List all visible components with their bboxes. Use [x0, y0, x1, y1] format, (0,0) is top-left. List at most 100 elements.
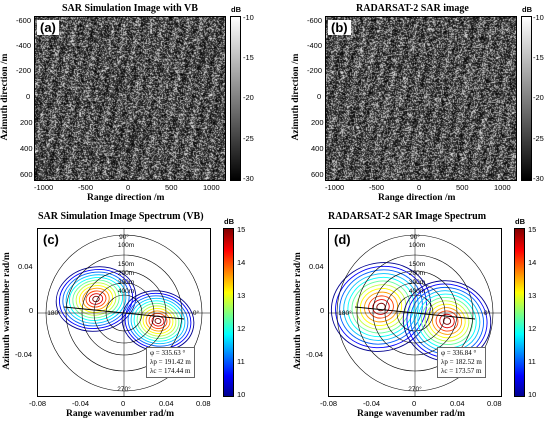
contour-line: [62, 271, 130, 327]
contour-line: [343, 273, 419, 341]
panel-b-xlabel: Range direction /m: [378, 193, 456, 203]
panel-c-ytick: 0: [29, 306, 34, 315]
panel-b-cb-tick: -20: [533, 93, 544, 102]
panel-d-cb-tick: 14: [528, 258, 537, 267]
panel-b-xtick: -500: [369, 183, 385, 192]
direction-line: [63, 306, 185, 320]
panel-a-xtick: 1000: [203, 183, 220, 192]
contour-line: [142, 307, 174, 335]
panel-d-ytick: 0.04: [309, 262, 324, 271]
contour-line: [154, 318, 162, 324]
spectrum-d: 90° 270° 180° 0° 100m 150m 200m 300m 400m: [329, 229, 501, 396]
polar-label-0: 0°: [193, 309, 200, 317]
panel-b-ylabel: Azimuth direction /m: [291, 53, 301, 141]
panel-a-title: SAR Simulation Image with VB: [62, 3, 198, 14]
contour-line: [136, 302, 180, 340]
contour-line: [435, 310, 459, 332]
contour-line: [75, 282, 117, 316]
polar-label-180: 180°: [47, 309, 61, 317]
ring-label: 200m: [118, 270, 134, 277]
panel-c-info: φ = 335.63 ° λp = 191.42 m λc = 174.44 m: [146, 347, 195, 378]
ring-label: 150m: [118, 261, 134, 268]
panel-c-xtick: 0.08: [196, 399, 211, 408]
panel-d-lambda-c: λc = 173.57 m: [441, 367, 482, 375]
panel-b-colorbar: [521, 16, 532, 181]
panel-a-cb-tick: -10: [243, 13, 254, 22]
polar-label-0: 0°: [484, 309, 491, 317]
contour-line: [368, 295, 394, 319]
panel-c-colorbar: [223, 228, 234, 397]
contour-line: [347, 276, 415, 338]
direction-line: [354, 306, 476, 320]
panel-b-title: RADARSAT-2 SAR image: [356, 3, 469, 14]
panel-a-cb-tick: -20: [243, 93, 254, 102]
panel-d-plot: 90° 270° 180° 0° 100m 150m 200m 300m 400m (d) φ …: [328, 228, 502, 397]
polar-label-180: 180°: [338, 309, 352, 317]
ring-label: 200m: [409, 270, 425, 277]
panel-d-cb-tick: 13: [528, 291, 537, 300]
panel-c-cb-tick: 13: [237, 291, 246, 300]
contour-line: [127, 295, 189, 347]
contour-line: [148, 313, 168, 329]
contour-line: [68, 277, 124, 321]
ring-label: 300m: [409, 279, 425, 286]
panel-b-ytick: -600: [307, 16, 323, 25]
contour-line: [424, 300, 470, 342]
panel-b-cb-tick: -30: [533, 174, 544, 183]
panel-d-ytick: 0: [320, 306, 325, 315]
panel-a-xtick: -1000: [34, 183, 54, 192]
panel-a-ytick: 600: [20, 170, 33, 179]
panel-d-cb-tick: 12: [528, 324, 537, 333]
ring-label: 400m: [409, 288, 425, 295]
contour-line: [82, 287, 110, 311]
panel-c-xtick: 0: [121, 399, 126, 408]
panel-d-xtick: 0.04: [450, 399, 465, 408]
panel-c-colorbar-unit: dB: [224, 217, 234, 226]
panel-a-xtick: 500: [165, 183, 178, 192]
spectrum-c: 90° 270° 180° 0° 100m 150m 200m 300m 400m: [38, 229, 210, 396]
panel-a-ytick: -400: [16, 41, 32, 50]
panel-d-ylabel: Azimuth wavenumber rad/m: [293, 252, 303, 370]
contour-line: [78, 285, 114, 313]
panel-b-ytick: -400: [307, 41, 323, 50]
panel-b-ytick: 200: [311, 118, 324, 127]
panel-d-xtick: -0.04: [363, 399, 381, 408]
panel-d-phi: φ = 336.84 °: [441, 349, 477, 357]
contour-line: [376, 302, 386, 312]
ring-label: 400m: [118, 288, 134, 295]
panel-d-cb-tick: 15: [528, 225, 537, 234]
panel-d-xtick: -0.08: [320, 399, 338, 408]
panel-b-ytick: 600: [311, 170, 324, 179]
panel-b-cb-tick: -15: [533, 53, 544, 62]
ring-label: 300m: [118, 279, 134, 286]
contour-line: [330, 262, 432, 352]
ring-label: 100m: [118, 242, 134, 249]
polar-label-90: 90°: [119, 233, 129, 241]
contour-line: [59, 268, 133, 330]
contour-line: [359, 288, 403, 326]
panel-c-cb-tick: 15: [237, 225, 246, 234]
contour-line: [88, 293, 104, 305]
contour-line: [421, 297, 473, 345]
panel-d-cb-tick: 10: [528, 390, 537, 399]
polar-label-270: 270°: [408, 385, 422, 393]
panel-d-xtick: 0: [412, 399, 417, 408]
contour-line: [442, 317, 452, 325]
contour-line: [130, 297, 186, 345]
panel-c-ytick: 0.04: [18, 262, 33, 271]
panel-c-lambda-p: λp = 191.42 m: [150, 358, 191, 366]
panel-b-cb-tick: -25: [533, 134, 544, 143]
ring-label: 150m: [409, 261, 425, 268]
contour-line: [439, 313, 455, 329]
panel-a-xtick: 0: [126, 183, 131, 192]
panel-b-tag: (b): [328, 20, 351, 35]
polar-label-270: 270°: [117, 385, 131, 393]
panel-a-cb-tick: -25: [243, 134, 254, 143]
panel-c-ylabel: Azimuth wavenumber rad/m: [2, 252, 12, 370]
panel-c-title: SAR Simulation Image Spectrum (VB): [38, 211, 204, 222]
panel-c-cb-tick: 12: [237, 324, 246, 333]
panel-a-ytick: 400: [20, 144, 33, 153]
panel-a-cb-tick: -15: [243, 53, 254, 62]
panel-b-xtick: 500: [456, 183, 469, 192]
ring-label: 100m: [409, 242, 425, 249]
